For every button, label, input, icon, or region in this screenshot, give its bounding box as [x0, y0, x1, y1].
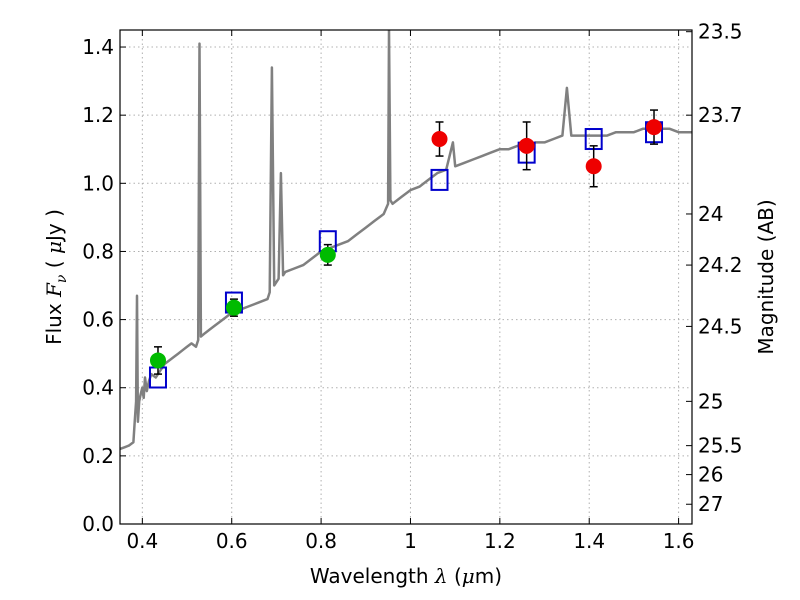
y-axis-label-unit-mu: μ	[42, 241, 66, 254]
x-tick-label: 0.4	[126, 529, 158, 553]
y2-tick-label: 27	[698, 492, 723, 516]
y-tick-label: 0.6	[82, 308, 114, 332]
photometry-point	[319, 246, 336, 263]
x-axis-label-symbol: λ	[434, 564, 448, 588]
plot-series	[120, 30, 692, 451]
y-tick-label: 0.0	[82, 512, 114, 536]
y-tick-label: 1.4	[82, 35, 114, 59]
y2-tick-label: 23.5	[698, 20, 743, 44]
spectrum-line	[120, 30, 692, 451]
x-tick-label: 1.2	[484, 529, 516, 553]
y-tick-label: 0.2	[82, 444, 114, 468]
photometry-point	[149, 352, 166, 369]
photometry-point	[585, 158, 602, 175]
x-axis-label-unit-rest: m)	[475, 564, 502, 588]
y-tick-label: 0.8	[82, 239, 114, 263]
x-axis-label: Wavelength λ (μm)	[310, 564, 502, 588]
x-axis-label-text: Wavelength	[310, 564, 429, 588]
y2-tick-label: 25	[698, 389, 723, 413]
y-tick-label: 1.2	[82, 103, 114, 127]
x-tick-label: 0.8	[305, 529, 337, 553]
photometry-point	[646, 119, 663, 136]
y-axis-label: Flux Fν ( μJy )	[42, 209, 70, 345]
x-tick-label: 0.6	[216, 529, 248, 553]
y2-tick-label: 23.7	[698, 103, 743, 127]
y-tick-label: 1.0	[82, 171, 114, 195]
x-tick-label: 1.6	[663, 529, 695, 553]
y2-tick-label: 24.5	[698, 314, 743, 338]
model-square-point	[430, 168, 449, 191]
y2-tick-label: 25.5	[698, 434, 743, 458]
y2-axis-label: Magnitude (AB)	[754, 199, 778, 354]
y-axis-label-subscript: ν	[54, 274, 70, 283]
y-axis-label-symbol: F	[42, 282, 66, 298]
y2-tick-label: 26	[698, 463, 723, 487]
y-axis-label-unit-open: (	[42, 260, 66, 268]
y2-tick-label: 24.2	[698, 253, 743, 277]
photometry-point	[431, 131, 448, 148]
axis-ticks: 0.4 0.6 0.8 1 1.2 1.4 1.6 0.0 0.2 0.4 0.6 0.8 1.0 1.2…	[82, 20, 742, 553]
x-tick-label: 1	[404, 529, 417, 553]
grid	[120, 30, 692, 525]
y-axis-label-unit-rest: Jy )	[42, 209, 66, 243]
x-tick-label: 1.4	[573, 529, 605, 553]
y-tick-label: 0.4	[82, 376, 114, 400]
y-axis-label-text: Flux	[42, 303, 66, 345]
photometry-point	[225, 299, 242, 316]
plot-frame	[119, 29, 693, 525]
y2-tick-label: 24	[698, 202, 723, 226]
x-axis-label-unit-open: (	[454, 564, 462, 588]
x-axis-label-unit-mu: μ	[462, 564, 475, 588]
photometry-point	[518, 137, 535, 154]
